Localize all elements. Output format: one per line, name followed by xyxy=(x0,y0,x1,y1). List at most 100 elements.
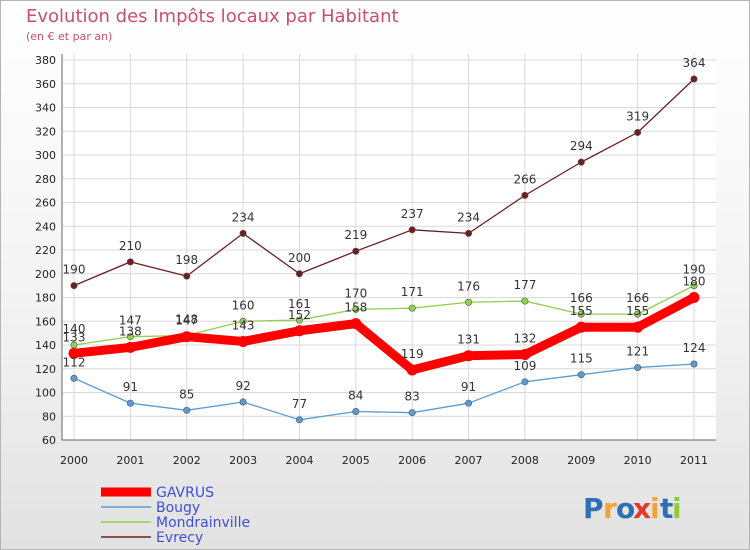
y-tick-label: 260 xyxy=(35,197,56,210)
data-point xyxy=(70,282,78,290)
data-point xyxy=(295,270,303,278)
data-point xyxy=(350,318,362,330)
data-point xyxy=(239,229,247,237)
data-label: 124 xyxy=(683,341,706,355)
series-line-evrecy xyxy=(73,78,695,287)
x-tick-label: 2007 xyxy=(455,454,483,467)
data-point xyxy=(295,416,303,424)
y-tick-label: 140 xyxy=(35,339,56,352)
data-point xyxy=(575,321,587,333)
data-label: 155 xyxy=(626,304,649,318)
x-axis-ticks: 2000 2001 2002 2003 2004 2005 2006 2007 2008 2009… xyxy=(60,454,708,467)
y-tick-label: 200 xyxy=(35,268,56,281)
data-label: 161 xyxy=(288,297,311,311)
x-tick-label: 2003 xyxy=(229,454,257,467)
x-tick-label: 2011 xyxy=(680,454,708,467)
data-label: 147 xyxy=(119,314,142,328)
data-point xyxy=(465,399,473,407)
data-label: 170 xyxy=(344,286,367,300)
data-label: 152 xyxy=(288,308,311,322)
y-tick-label: 220 xyxy=(35,244,56,257)
data-label: 234 xyxy=(457,210,480,224)
data-label: 176 xyxy=(457,279,480,293)
logo-letter: i xyxy=(650,492,660,525)
data-label: 294 xyxy=(570,139,593,153)
data-point xyxy=(690,360,698,368)
logo-letter: o xyxy=(616,492,635,525)
logo-letter: i xyxy=(672,492,682,525)
data-point xyxy=(124,341,136,353)
y-tick-label: 160 xyxy=(35,315,56,328)
chart-title: Evolution des Impôts locaux par Habitant xyxy=(26,6,399,27)
logo-letter: r xyxy=(603,492,617,525)
data-label: 91 xyxy=(123,380,138,394)
data-point xyxy=(690,282,698,290)
logo-letter: x xyxy=(633,492,651,525)
axes xyxy=(61,54,716,441)
data-label: 132 xyxy=(513,332,536,346)
legend-label: Bougy xyxy=(156,500,200,516)
data-label: 85 xyxy=(179,387,194,401)
grid-lines xyxy=(62,54,716,441)
data-point xyxy=(237,335,249,347)
data-label: 319 xyxy=(626,109,649,123)
data-point xyxy=(239,398,247,406)
data-point xyxy=(634,310,642,318)
data-label: 210 xyxy=(119,239,142,253)
data-label: 219 xyxy=(344,228,367,242)
data-label: 133 xyxy=(63,330,86,344)
y-tick-label: 320 xyxy=(35,125,56,138)
data-point xyxy=(406,364,418,376)
data-point xyxy=(126,258,134,266)
data-point xyxy=(634,128,642,136)
data-label: 155 xyxy=(570,304,593,318)
data-point xyxy=(68,347,80,359)
data-label: 112 xyxy=(63,355,86,369)
legend-label: Evrecy xyxy=(156,530,203,546)
y-tick-label: 380 xyxy=(35,54,56,67)
data-label: 143 xyxy=(232,318,255,332)
data-label: 140 xyxy=(63,322,86,336)
data-label: 148 xyxy=(175,313,198,327)
data-point xyxy=(183,406,191,414)
data-label: 147 xyxy=(175,314,198,328)
data-point xyxy=(465,298,473,306)
data-point xyxy=(463,350,475,362)
data-label: 190 xyxy=(683,263,706,277)
data-label: 171 xyxy=(401,285,424,299)
data-label: 138 xyxy=(119,324,142,338)
data-point xyxy=(519,349,531,360)
data-label: 364 xyxy=(683,56,706,70)
data-point xyxy=(577,158,585,166)
data-label: 160 xyxy=(232,298,255,312)
y-tick-label: 240 xyxy=(35,220,56,233)
data-label: 83 xyxy=(405,390,420,404)
x-tick-label: 2006 xyxy=(398,454,426,467)
data-point xyxy=(126,333,134,341)
series-line-gavrus xyxy=(69,293,699,375)
y-tick-label: 60 xyxy=(42,434,56,447)
x-tick-label: 2009 xyxy=(567,454,595,467)
legend-label: Mondrainville xyxy=(156,515,250,531)
data-point xyxy=(181,331,193,343)
data-point xyxy=(688,292,700,303)
data-label: 166 xyxy=(626,291,649,305)
plot-area xyxy=(62,54,716,440)
logo-letter: t xyxy=(660,492,673,525)
x-tick-label: 2001 xyxy=(116,454,144,467)
data-point xyxy=(521,191,529,199)
data-point xyxy=(293,325,305,337)
data-point xyxy=(408,304,416,312)
legend-label: GAVRUS xyxy=(156,485,214,501)
chart-subtitle: (en € et par an) xyxy=(26,30,112,43)
series-line-bougy xyxy=(73,363,695,421)
data-point xyxy=(521,378,529,386)
data-label: 119 xyxy=(401,347,424,361)
y-tick-label: 180 xyxy=(35,292,56,305)
data-point xyxy=(126,399,134,407)
data-label: 166 xyxy=(570,291,593,305)
y-tick-label: 100 xyxy=(35,387,56,400)
